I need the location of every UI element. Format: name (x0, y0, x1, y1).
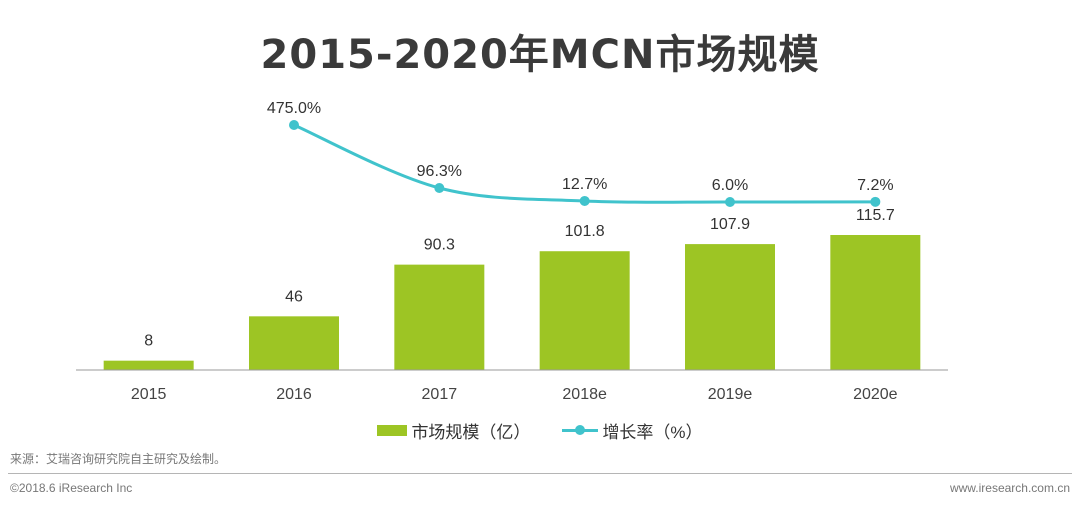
copyright-text: ©2018.6 iResearch Inc (10, 481, 133, 495)
bar-2017 (394, 264, 485, 370)
website-text: www.iresearch.com.cn (949, 481, 1070, 495)
growth-point-2018e (579, 195, 590, 206)
growth-point-2020e (870, 196, 881, 207)
x-tick-label-2020e: 2020e (853, 386, 898, 403)
growth-value-label-2019e: 6.0% (712, 177, 748, 194)
bar-value-label-2018e: 101.8 (565, 223, 605, 240)
x-tick-label-2018e: 2018e (562, 386, 607, 403)
source-note: 来源：艾瑞咨询研究院自主研究及绘制。 (10, 452, 227, 466)
combo-chart: 8 2015 46 2016 90.3 2017 101.8 2018e 107.9 2019e 1… (76, 100, 948, 403)
legend-item-market-size: 市场规模（亿） (377, 418, 530, 443)
legend-bar-label: 市场规模（亿） (411, 423, 531, 442)
x-tick-label-2017: 2017 (422, 386, 458, 403)
bar-value-label-2019e: 107.9 (710, 216, 750, 233)
x-tick-label-2015: 2015 (131, 386, 167, 403)
growth-value-label-2017: 96.3% (417, 163, 462, 180)
legend-line-swatch (562, 425, 599, 436)
chart-legend: 市场规模（亿） 增长率（%） (0, 418, 1080, 443)
bar-value-label-2015: 8 (144, 333, 153, 350)
bar-2019e (685, 244, 775, 370)
chart-title: 2015-2020年MCN市场规模 (260, 32, 820, 78)
x-tick-label-2019e: 2019e (708, 386, 753, 403)
legend-item-growth-rate: 增长率（%） (562, 418, 703, 443)
bar-2015 (103, 360, 194, 370)
legend-bar-swatch (377, 425, 408, 436)
growth-value-label-2020e: 7.2% (857, 177, 893, 194)
growth-point-2016 (289, 120, 299, 130)
x-tick-label-2016: 2016 (276, 386, 312, 403)
bar-2016 (249, 316, 339, 370)
bar-2020e (830, 235, 921, 370)
bar-value-label-2016: 46 (285, 288, 303, 305)
growth-value-label-2016: 475.0% (267, 100, 321, 117)
growth-value-label-2018e: 12.7% (562, 176, 607, 193)
growth-point-2017 (434, 183, 445, 193)
bar-value-label-2017: 90.3 (424, 237, 455, 254)
growth-point-2019e (725, 197, 735, 207)
legend-line-label: 增长率（%） (602, 423, 703, 442)
bar-value-label-2020e: 115.7 (856, 207, 895, 224)
bar-2018e (539, 251, 630, 370)
footer-divider (8, 473, 1072, 474)
